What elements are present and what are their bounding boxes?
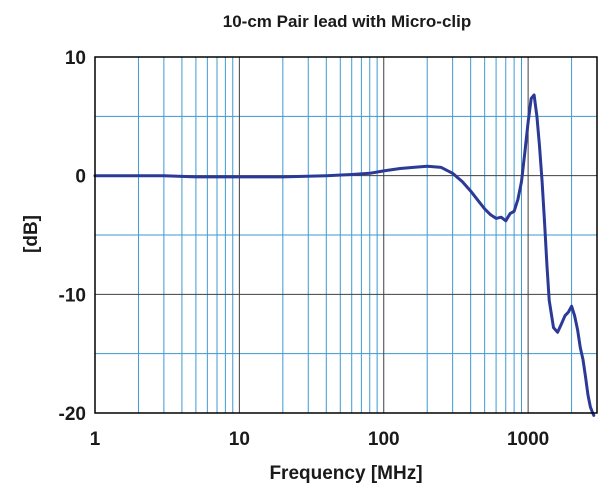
y-tick-label: 0 <box>75 167 86 188</box>
x-tick-label: 1000 <box>507 429 549 450</box>
y-axis-label: [dB] <box>21 215 42 253</box>
x-tick-label: 1 <box>90 429 101 450</box>
chart-title: 10-cm Pair lead with Micro-clip <box>223 12 471 31</box>
plot-frame <box>94 56 598 414</box>
y-tick-labels: 10 0 -10 -20 <box>59 48 86 425</box>
x-tick-label: 10 <box>229 429 250 450</box>
x-tick-label: 100 <box>368 429 400 450</box>
y-tick-label: -10 <box>59 285 86 306</box>
y-tick-label: -20 <box>59 404 86 425</box>
series-layer <box>93 93 596 417</box>
minor-gridlines <box>95 57 598 413</box>
x-axis-label: Frequency [MHz] <box>269 463 422 484</box>
x-tick-labels: 1 10 100 1000 <box>90 429 550 450</box>
series-line <box>93 93 596 417</box>
y-tick-label: 10 <box>65 48 86 69</box>
